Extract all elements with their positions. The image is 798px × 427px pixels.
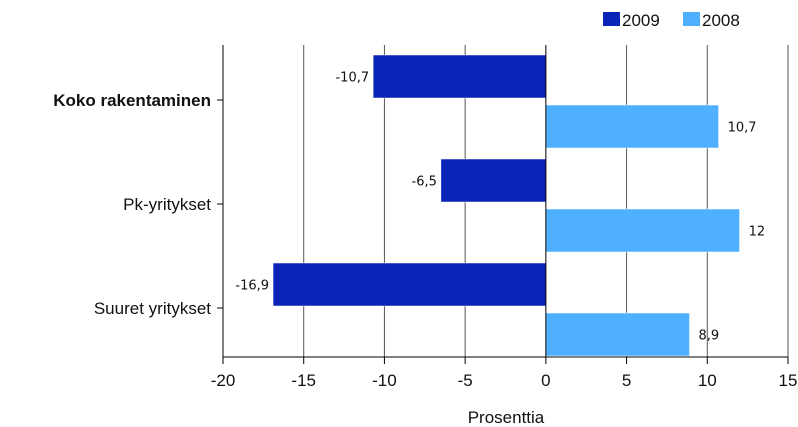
bar-2009 <box>440 158 547 203</box>
data-label: 10,7 <box>728 121 757 136</box>
data-label: -10,7 <box>335 71 369 86</box>
legend-label-2008: 2008 <box>702 11 740 30</box>
x-tick-label: 5 <box>622 371 631 390</box>
x-tick-labels: -20 -15 -10 -5 0 5 10 15 <box>211 371 798 390</box>
bar-2009 <box>272 262 547 307</box>
x-tick-label: 0 <box>541 371 550 390</box>
data-label: 8,9 <box>699 329 720 344</box>
bar-2008 <box>545 104 719 149</box>
bar-2008 <box>545 208 740 253</box>
legend-swatch-2008 <box>683 12 700 26</box>
legend-swatch-2009 <box>603 12 620 26</box>
category-label: Suuret yritykset <box>94 299 211 318</box>
data-label: -6,5 <box>412 175 437 190</box>
x-tick-label: -10 <box>372 371 397 390</box>
x-tick-label: -15 <box>291 371 316 390</box>
data-label: 12 <box>749 225 766 240</box>
bar-2009 <box>372 54 547 99</box>
x-axis-title: Prosenttia <box>468 408 545 427</box>
x-tick-label: 15 <box>779 371 798 390</box>
legend: 2009 2008 <box>603 11 740 30</box>
legend-label-2009: 2009 <box>622 11 660 30</box>
bar-2008 <box>545 312 690 357</box>
data-label: -16,9 <box>235 279 269 294</box>
data-labels: -10,7 10,7 -6,5 12 -16,9 8,9 <box>235 71 765 344</box>
x-tick-label: 10 <box>698 371 717 390</box>
category-labels: Koko rakentaminen Pk-yritykset Suuret yrit… <box>53 91 211 318</box>
x-tick-label: -20 <box>211 371 236 390</box>
category-label: Koko rakentaminen <box>53 91 211 110</box>
axes <box>217 45 789 364</box>
category-label: Pk-yritykset <box>123 195 211 214</box>
x-tick-label: -5 <box>458 371 473 390</box>
bars <box>272 54 740 357</box>
